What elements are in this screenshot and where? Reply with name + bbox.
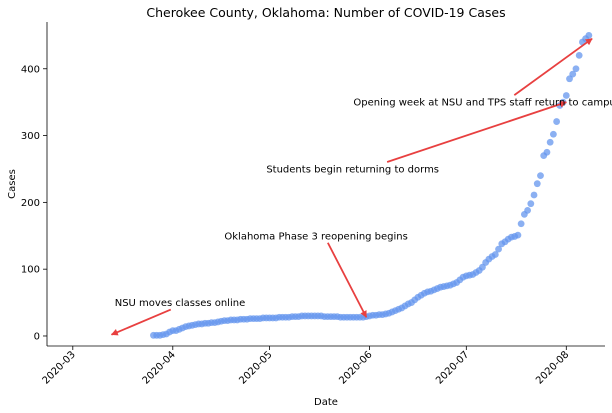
data-point [553,118,561,125]
data-point [537,172,544,180]
x-tick-label: 2020-03 [41,349,78,386]
y-axis-label: Cases [7,169,18,199]
data-point [517,220,525,228]
chart-title: Cherokee County, Oklahoma: Number of COV… [146,5,505,20]
data-point [530,191,538,199]
annotation-arrow [327,242,368,318]
data-point [491,251,499,258]
annotation-arrow [386,100,567,163]
data-point [546,138,554,146]
data-point [572,65,580,73]
x-tick-label: 2020-05 [237,349,274,386]
data-point [549,130,557,138]
x-tick-label: 2020-04 [141,349,178,386]
data-point [514,231,522,239]
x-axis-label: Date [314,397,338,408]
data-point [527,200,535,208]
annotation-arrow [513,37,593,96]
annotation-label: Oklahoma Phase 3 reopening begins [224,231,407,242]
y-tick-label: 400 [21,64,40,75]
annotation-label: Students begin returning to dorms [266,164,439,175]
data-point [495,245,502,253]
x-tick-label: 2020-07 [434,349,471,386]
data-point [575,52,583,59]
x-axis-ticks: 2020-03 2020-04 2020-05 2020-06 2020-07 2020-… [41,346,571,387]
annotation-label: Opening week at NSU and TPS staff return… [353,98,612,109]
scatter-series [150,31,593,339]
data-point [533,180,541,188]
y-tick-label: 300 [21,131,40,142]
annotation-arrows [110,37,593,336]
x-tick-label: 2020-08 [534,349,571,386]
data-point [543,148,551,156]
data-point [562,92,570,99]
annotation-labels: NSU moves classes online Oklahoma Phase 3… [115,98,612,309]
data-point [585,31,593,39]
y-axis-ticks: 0 100 200 300 400 [21,64,47,342]
data-point [524,206,531,214]
annotation-arrow [110,308,172,336]
data-point [569,70,577,78]
y-tick-label: 100 [21,265,40,276]
x-tick-label: 2020-06 [337,349,374,386]
annotation-label: NSU moves classes online [115,298,246,309]
y-tick-label: 200 [21,198,40,209]
y-tick-label: 0 [34,331,40,342]
